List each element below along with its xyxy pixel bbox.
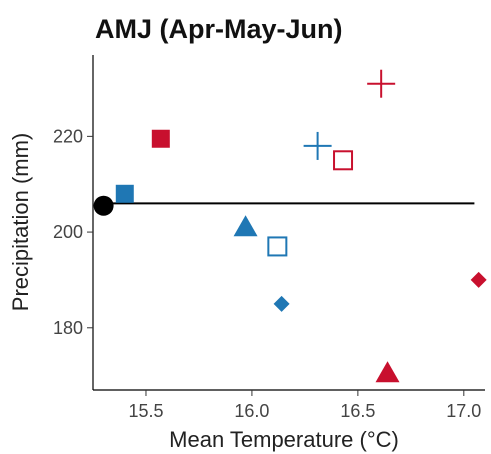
axis-ticks: 15.5 16.0 16.5 17.0 180 200 220 (53, 126, 481, 421)
chart-title: AMJ (Apr-May-Jun) (95, 14, 343, 44)
y-tick-label: 220 (53, 126, 83, 146)
data-points (93, 69, 487, 383)
x-tick-label: 16.0 (234, 401, 269, 421)
data-point (267, 236, 288, 257)
axes (92, 55, 485, 391)
x-tick-label: 17.0 (446, 401, 481, 421)
x-tick-label: 16.5 (340, 401, 375, 421)
data-point (233, 215, 258, 237)
data-point (115, 184, 134, 203)
y-axis-title: Precipitation (mm) (8, 133, 33, 311)
x-tick-label: 15.5 (128, 401, 163, 421)
data-point (470, 271, 487, 288)
data-point (367, 69, 396, 98)
y-tick-label: 180 (53, 318, 83, 338)
x-axis-title: Mean Temperature (°C) (169, 427, 399, 452)
data-point (333, 150, 354, 171)
y-tick-label: 200 (53, 222, 83, 242)
data-point (273, 295, 290, 312)
data-point (151, 129, 170, 148)
data-point (93, 195, 114, 216)
data-point (375, 361, 400, 383)
data-point (303, 131, 332, 160)
